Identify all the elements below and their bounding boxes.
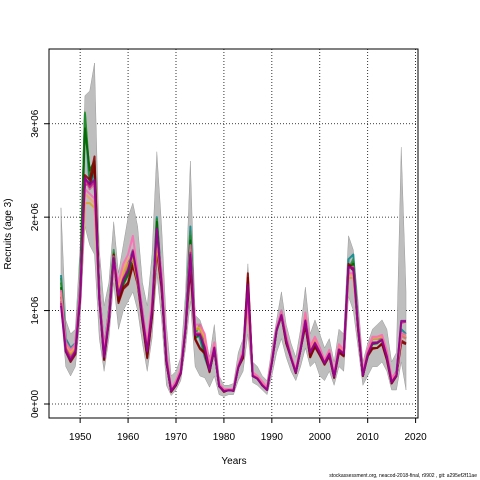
- x-tick-label-2000: 2000: [309, 432, 332, 443]
- x-tick-label-1960: 1960: [117, 432, 140, 443]
- confidence-band: [60, 62, 407, 397]
- confidence-band-layer: [60, 62, 407, 397]
- y-axis: 0e+00 1e+06 2e+06 3e+06: [30, 109, 49, 418]
- y-tick-label-2: 2e+06: [30, 203, 41, 232]
- x-axis-label: Years: [221, 456, 246, 467]
- x-tick-label-1990: 1990: [261, 432, 284, 443]
- y-tick-label-1: 1e+06: [30, 296, 41, 325]
- plot-frame: [48, 48, 419, 419]
- series-line-12: [59, 176, 407, 393]
- y-tick-label-0: 0e+00: [30, 390, 41, 419]
- x-tick-label-2020: 2020: [404, 432, 427, 443]
- x-tick-label-1980: 1980: [213, 432, 236, 443]
- footnote: stockassessment.org, neacod-2018-final, …: [329, 473, 477, 479]
- x-tick-label-1950: 1950: [69, 432, 92, 443]
- y-axis-label: Recruits (age 3): [3, 198, 14, 269]
- y-tick-label-3: 3e+06: [30, 109, 41, 138]
- x-tick-label-2010: 2010: [357, 432, 380, 443]
- x-axis: 1950 1960 1970 1980 1990 2000 2010 2020: [69, 418, 427, 443]
- x-tick-label-1970: 1970: [165, 432, 188, 443]
- series-lines-layer: [59, 111, 407, 393]
